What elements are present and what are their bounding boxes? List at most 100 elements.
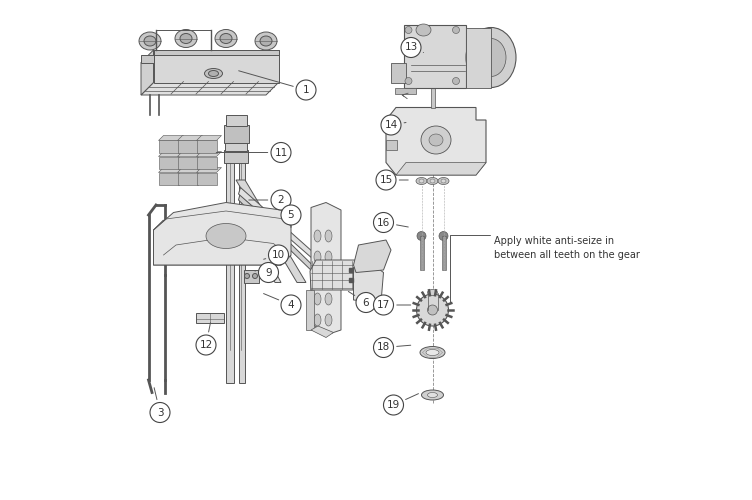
- Ellipse shape: [314, 251, 321, 263]
- Polygon shape: [177, 156, 198, 169]
- Ellipse shape: [453, 26, 459, 34]
- Polygon shape: [226, 115, 247, 126]
- Ellipse shape: [427, 290, 438, 296]
- Polygon shape: [196, 168, 222, 172]
- Ellipse shape: [441, 179, 446, 183]
- Bar: [430, 88, 435, 108]
- Ellipse shape: [220, 34, 232, 43]
- Ellipse shape: [325, 251, 332, 263]
- Ellipse shape: [438, 178, 449, 184]
- Ellipse shape: [314, 230, 321, 242]
- Circle shape: [356, 292, 376, 312]
- Polygon shape: [311, 202, 341, 335]
- Polygon shape: [396, 162, 486, 175]
- Circle shape: [150, 402, 170, 422]
- Ellipse shape: [417, 232, 426, 240]
- Polygon shape: [238, 160, 245, 382]
- Polygon shape: [311, 326, 333, 338]
- Ellipse shape: [476, 38, 506, 76]
- Polygon shape: [386, 108, 486, 175]
- Polygon shape: [224, 150, 248, 162]
- Polygon shape: [159, 168, 183, 172]
- Polygon shape: [196, 140, 217, 153]
- Ellipse shape: [215, 30, 237, 48]
- Ellipse shape: [244, 274, 250, 278]
- Polygon shape: [310, 260, 368, 290]
- Circle shape: [271, 190, 291, 210]
- Ellipse shape: [314, 272, 321, 284]
- Polygon shape: [353, 265, 384, 302]
- Ellipse shape: [426, 350, 439, 356]
- Polygon shape: [141, 82, 278, 95]
- Polygon shape: [153, 50, 278, 82]
- Polygon shape: [177, 140, 198, 153]
- Polygon shape: [159, 172, 178, 185]
- Text: Apply white anti-seize in
between all teeth on the gear: Apply white anti-seize in between all te…: [493, 236, 639, 260]
- Polygon shape: [395, 88, 416, 94]
- Ellipse shape: [429, 134, 443, 146]
- Ellipse shape: [427, 305, 438, 315]
- Text: 18: 18: [377, 342, 390, 352]
- Text: 12: 12: [199, 340, 213, 350]
- Polygon shape: [159, 136, 183, 140]
- Circle shape: [374, 338, 393, 357]
- Ellipse shape: [405, 78, 412, 84]
- Circle shape: [268, 245, 289, 265]
- Polygon shape: [237, 210, 281, 282]
- Text: 5: 5: [288, 210, 294, 220]
- Circle shape: [381, 115, 401, 135]
- Polygon shape: [404, 25, 466, 88]
- Circle shape: [196, 335, 216, 355]
- Ellipse shape: [255, 32, 277, 50]
- Polygon shape: [244, 270, 259, 282]
- Text: 11: 11: [274, 148, 287, 158]
- Polygon shape: [177, 168, 202, 172]
- Ellipse shape: [314, 293, 321, 305]
- Ellipse shape: [417, 294, 448, 326]
- Ellipse shape: [139, 32, 161, 50]
- Circle shape: [281, 205, 301, 225]
- Bar: [466, 28, 491, 88]
- Polygon shape: [141, 50, 278, 62]
- Circle shape: [384, 395, 404, 415]
- Ellipse shape: [260, 36, 272, 46]
- Ellipse shape: [420, 346, 445, 358]
- Polygon shape: [236, 180, 306, 282]
- Ellipse shape: [314, 314, 321, 326]
- Ellipse shape: [205, 68, 223, 78]
- Ellipse shape: [175, 30, 197, 48]
- Circle shape: [271, 142, 291, 163]
- Polygon shape: [159, 152, 183, 156]
- Polygon shape: [386, 140, 397, 150]
- Ellipse shape: [421, 126, 451, 154]
- Text: 6: 6: [362, 298, 369, 308]
- Ellipse shape: [416, 178, 427, 184]
- Text: 15: 15: [379, 175, 393, 185]
- Polygon shape: [225, 142, 247, 151]
- Polygon shape: [141, 50, 153, 95]
- Circle shape: [259, 262, 278, 282]
- Ellipse shape: [453, 78, 459, 84]
- Polygon shape: [159, 156, 178, 169]
- Polygon shape: [153, 255, 291, 265]
- Ellipse shape: [427, 392, 438, 398]
- Text: 10: 10: [272, 250, 285, 260]
- Ellipse shape: [439, 232, 448, 240]
- Ellipse shape: [422, 390, 444, 400]
- Text: 9: 9: [265, 268, 271, 278]
- Polygon shape: [177, 152, 202, 156]
- Text: 13: 13: [405, 42, 417, 52]
- Polygon shape: [196, 312, 223, 322]
- Ellipse shape: [427, 178, 438, 184]
- Ellipse shape: [144, 36, 156, 46]
- Polygon shape: [177, 172, 198, 185]
- Bar: [441, 236, 445, 270]
- Polygon shape: [223, 125, 249, 142]
- Text: 14: 14: [384, 120, 398, 130]
- Bar: [420, 236, 423, 270]
- Ellipse shape: [416, 24, 431, 36]
- Text: 17: 17: [377, 300, 390, 310]
- Ellipse shape: [419, 179, 424, 183]
- Polygon shape: [238, 188, 323, 266]
- Polygon shape: [391, 62, 406, 82]
